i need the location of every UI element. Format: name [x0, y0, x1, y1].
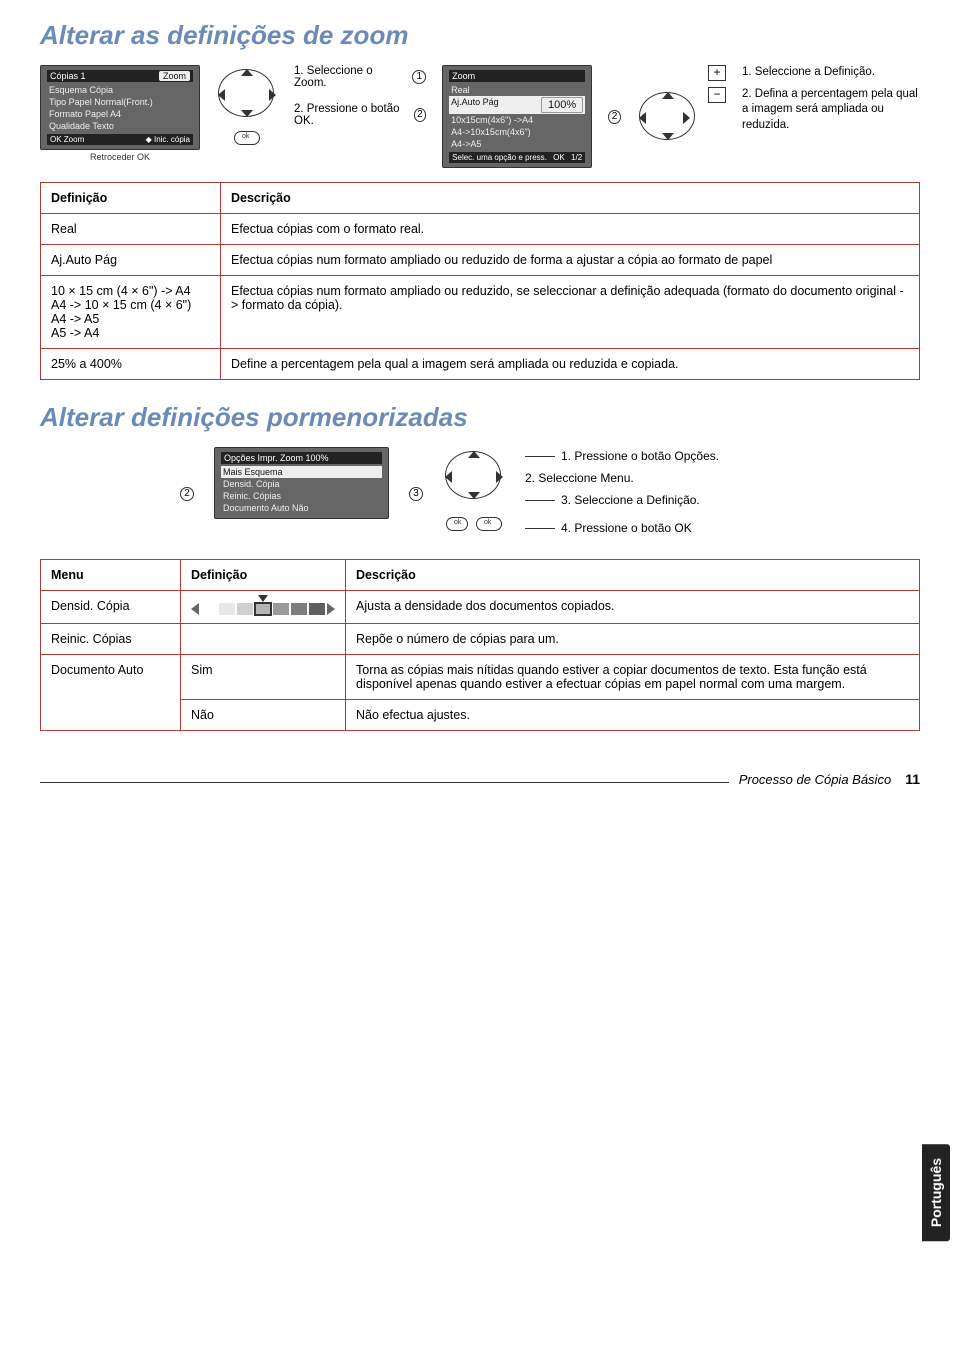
lcd1-row1: Esquema Cópia	[47, 84, 193, 96]
zoom-steps-left: 1. Seleccione o Zoom.1 2. Pressione o bo…	[294, 65, 426, 127]
t1-r3c2: Efectua cópias num formato ampliado ou r…	[221, 276, 920, 349]
step-2a: 2. Pressione o botão OK.	[294, 103, 408, 127]
lcd-screen-1: Cópias 1 Zoom Esquema Cópia Tipo Papel N…	[40, 65, 200, 162]
t1-h2: Descrição	[221, 183, 920, 214]
t1-r1c2: Efectua cópias com o formato real.	[221, 214, 920, 245]
t2-r3c3: Torna as cópias mais nítidas quando esti…	[346, 655, 920, 700]
t2-r2c3: Repõe o número de cópias para um.	[346, 624, 920, 655]
d-step4: 4. Pressione o botão OK	[561, 519, 692, 537]
page-footer: Processo de Cópia Básico 11	[40, 771, 920, 787]
section-title-detailed: Alterar definições pormenorizadas	[40, 402, 920, 433]
lcd1-row4: Qualidade Texto	[47, 120, 193, 132]
detailed-steps: 1. Pressione o botão Opções. 2. Seleccio…	[525, 447, 719, 541]
t2-h3: Descrição	[346, 560, 920, 591]
lcd1-row3: Formato Papel A4	[47, 108, 193, 120]
menu-definitions-table: Menu Definição Descrição Densid. Cópia A…	[40, 559, 920, 731]
d-step3: 3. Seleccione a Definição.	[561, 491, 700, 509]
t2-r1c2	[181, 591, 346, 624]
t2-r4c3: Não efectua ajustes.	[346, 700, 920, 731]
t1-r4c1: 25% a 400%	[41, 349, 221, 380]
footer-label: Processo de Cópia Básico	[729, 772, 891, 787]
t2-r3c1: Documento Auto	[41, 655, 181, 731]
detailed-instruction-row: 2 Opções Impr. Zoom 100% Mais Esquema De…	[180, 447, 920, 541]
zoom-instruction-row: Cópias 1 Zoom Esquema Cópia Tipo Papel N…	[40, 65, 920, 168]
zoom-value: 100%	[541, 97, 583, 113]
lcd1-row0: Cópias 1	[50, 71, 86, 81]
t2-h2: Definição	[181, 560, 346, 591]
dpad-2	[637, 88, 692, 146]
t2-r1c1: Densid. Cópia	[41, 591, 181, 624]
t1-r1c1: Real	[41, 214, 221, 245]
back-button-icon	[446, 517, 468, 531]
t2-r4c2: Não	[181, 700, 346, 731]
lcd1-row2: Tipo Papel Normal(Front.)	[47, 96, 193, 108]
t2-h1: Menu	[41, 560, 181, 591]
t1-r2c2: Efectua cópias num formato ampliado ou r…	[221, 245, 920, 276]
step-1a: 1. Seleccione o Zoom.	[294, 65, 406, 89]
t2-r1c3: Ajusta a densidade dos documentos copiad…	[346, 591, 920, 624]
dpad-3	[443, 447, 505, 505]
t2-r2c2	[181, 624, 346, 655]
t1-r4c2: Define a percentagem pela qual a imagem …	[221, 349, 920, 380]
language-tab: Português	[922, 1144, 950, 1241]
t2-r3c2: Sim	[181, 655, 346, 700]
ok-button-icon-2	[476, 517, 502, 531]
step-2b: 2. Defina a percentagem pela qual a imag…	[742, 87, 920, 134]
lcd-screen-2: Zoom Real Aj.Auto Pág 100% 10x15cm(4x6")…	[442, 65, 592, 168]
ok-button-icon-1	[234, 131, 260, 145]
plus-icon: +	[708, 65, 726, 81]
footer-page-number: 11	[905, 771, 920, 787]
minus-icon: −	[708, 87, 726, 103]
section-title-zoom: Alterar as definições de zoom	[40, 20, 920, 51]
plus-minus-buttons: + −	[708, 65, 726, 103]
d-step2: 2. Seleccione Menu.	[525, 469, 634, 487]
density-slider-icon	[191, 603, 335, 615]
t1-h1: Definição	[41, 183, 221, 214]
back-ok-label: Retroceder OK	[40, 152, 200, 162]
zoom-steps-right: 1. Seleccione a Definição. 2. Defina a p…	[742, 65, 920, 133]
dpad-1	[216, 65, 278, 123]
lcd-screen-3: Opções Impr. Zoom 100% Mais Esquema Dens…	[214, 447, 389, 519]
step-1b: 1. Seleccione a Definição.	[742, 65, 920, 81]
lcd1-zoom-pill: Zoom	[159, 71, 190, 81]
t1-r2c1: Aj.Auto Pág	[41, 245, 221, 276]
t2-r2c1: Reinic. Cópias	[41, 624, 181, 655]
t1-r3c1: 10 × 15 cm (4 × 6") -> A4 A4 -> 10 × 15 …	[41, 276, 221, 349]
zoom-definitions-table: Definição Descrição Real Efectua cópias …	[40, 182, 920, 380]
d-step1: 1. Pressione o botão Opções.	[561, 447, 719, 465]
